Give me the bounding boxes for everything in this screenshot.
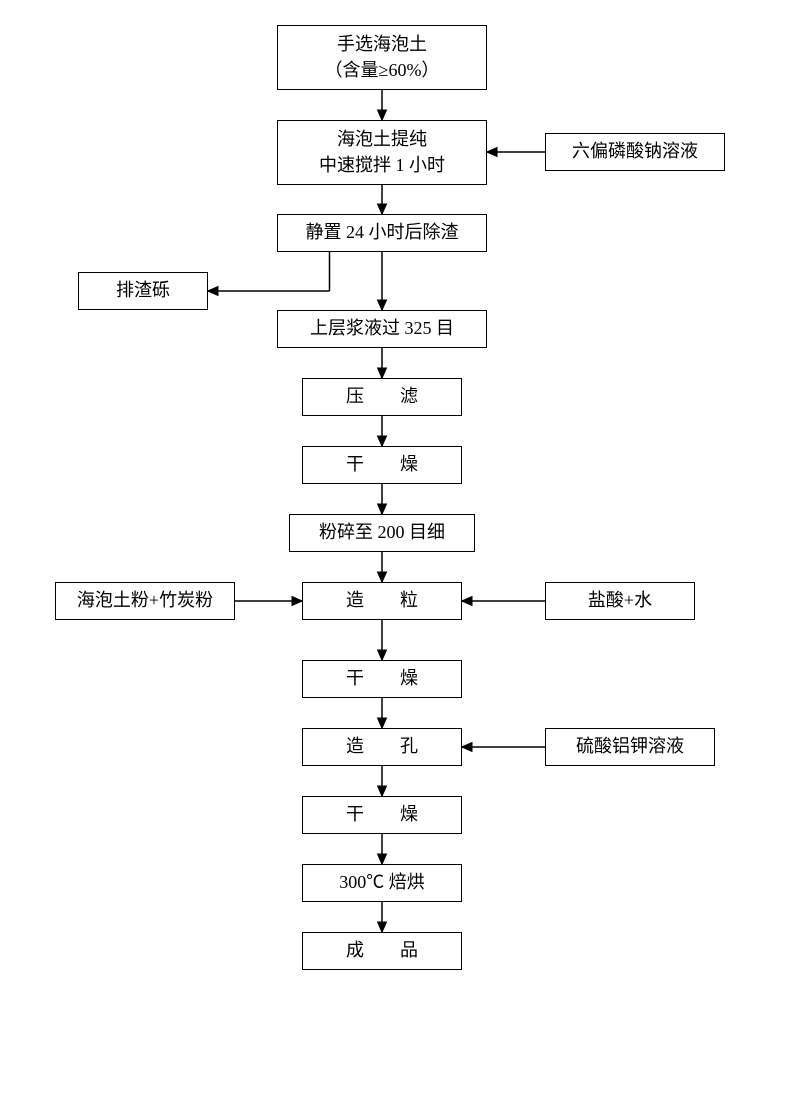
- flow-node-n5: 压 滤: [302, 378, 462, 416]
- flow-node-n9: 干 燥: [302, 660, 462, 698]
- flow-node-n12: 300℃ 焙烘: [302, 864, 462, 902]
- flow-node-n13: 成 品: [302, 932, 462, 970]
- flow-node-n6: 干 燥: [302, 446, 462, 484]
- flow-node-s5: 硫酸铝钾溶液: [545, 728, 715, 766]
- flow-node-s1: 六偏磷酸钠溶液: [545, 133, 725, 171]
- flow-node-n10: 造 孔: [302, 728, 462, 766]
- flowchart-canvas: 手选海泡土 （含量≥60%） 海泡土提纯 中速搅拌 1 小时 六偏磷酸钠溶液静置 2…: [0, 0, 800, 1104]
- flow-node-n8: 造 粒: [302, 582, 462, 620]
- flow-node-n2: 海泡土提纯 中速搅拌 1 小时: [277, 120, 487, 185]
- flow-node-n7: 粉碎至 200 目细: [289, 514, 475, 552]
- flow-node-s4: 盐酸+水: [545, 582, 695, 620]
- flow-node-n3: 静置 24 小时后除渣: [277, 214, 487, 252]
- flow-node-n4: 上层浆液过 325 目: [277, 310, 487, 348]
- flow-node-n11: 干 燥: [302, 796, 462, 834]
- flow-node-s2: 排渣砾: [78, 272, 208, 310]
- flow-node-s3: 海泡土粉+竹炭粉: [55, 582, 235, 620]
- flow-node-n1: 手选海泡土 （含量≥60%）: [277, 25, 487, 90]
